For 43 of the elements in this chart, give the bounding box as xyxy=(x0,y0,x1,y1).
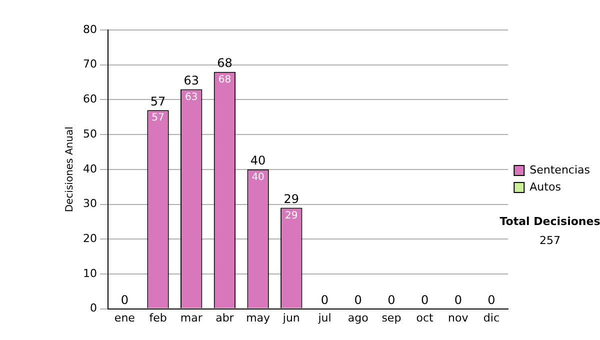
total-label: 0 xyxy=(354,292,362,307)
y-tick-label: 20 xyxy=(82,232,97,245)
total-label: 63 xyxy=(184,73,200,88)
total-label: 68 xyxy=(217,56,232,70)
total-label: 57 xyxy=(150,94,166,108)
y-tick-label: 50 xyxy=(82,127,97,140)
total-label: 29 xyxy=(284,192,300,206)
data-label: 40 xyxy=(252,172,264,183)
x-tick-label: nov xyxy=(448,311,469,324)
total-label: 40 xyxy=(250,154,266,168)
x-tick-label: sep xyxy=(382,311,402,324)
x-tick-label: jul xyxy=(317,311,332,324)
x-tick-label: abr xyxy=(216,311,234,324)
total-label: 0 xyxy=(320,292,329,307)
y-tick-label: 80 xyxy=(82,22,97,36)
x-tick-label: may xyxy=(246,311,271,324)
data-label: 57 xyxy=(152,112,164,124)
y-tick-label: 70 xyxy=(82,58,97,71)
legend-label: Sentencias xyxy=(530,163,590,176)
total-label: 0 xyxy=(488,292,496,307)
y-tick-label: 30 xyxy=(82,197,97,210)
y-tick-label: 10 xyxy=(82,266,97,280)
x-tick-label: mar xyxy=(180,311,203,324)
annotation: Total Decisiones xyxy=(500,214,600,228)
total-label: 0 xyxy=(388,292,396,307)
total-label: 0 xyxy=(120,292,128,307)
x-tick-label: feb xyxy=(149,311,167,324)
y-tick-label: 60 xyxy=(82,92,97,106)
x-tick-label: ago xyxy=(348,311,369,324)
data-label: 68 xyxy=(218,74,232,86)
total-label: 0 xyxy=(454,292,462,307)
data-label: 29 xyxy=(285,210,298,222)
data-label: 63 xyxy=(184,92,198,103)
total-label: 0 xyxy=(420,292,429,307)
y-axis-title: Decisiones Anual xyxy=(64,126,76,212)
x-tick-label: ene xyxy=(114,311,136,324)
y-tick-label: 0 xyxy=(90,302,97,315)
x-tick-label: dic xyxy=(483,311,500,324)
x-tick-label: jun xyxy=(282,311,300,324)
x-tick-label: oct xyxy=(416,311,434,324)
text: 257 xyxy=(540,234,560,247)
y-tick-label: 40 xyxy=(82,162,97,176)
legend-label: Autos xyxy=(530,180,562,194)
